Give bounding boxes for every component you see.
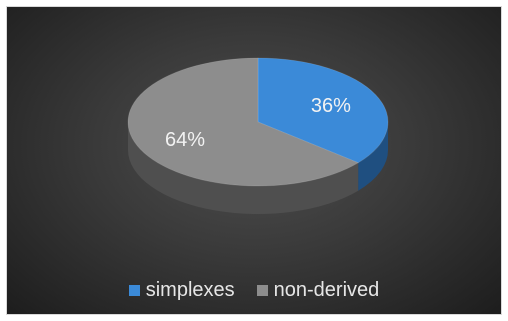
pie-slices bbox=[127, 57, 389, 187]
pie-sides bbox=[127, 122, 388, 214]
legend-label-non-derived: non-derived bbox=[273, 278, 380, 301]
pie-side-non-derived bbox=[127, 122, 359, 214]
legend-label-simplexes: simplexes bbox=[145, 278, 235, 301]
pie-slice-simplexes bbox=[257, 57, 389, 164]
pie-data-labels: 36% 64% bbox=[165, 95, 351, 151]
pie-side-simplexes bbox=[358, 122, 388, 191]
data-label-simplexes: 36% bbox=[311, 95, 351, 117]
legend-item-simplexes: simplexes bbox=[128, 278, 235, 302]
legend-swatch-non-derived bbox=[256, 284, 268, 296]
legend: simplexes non-derived bbox=[0, 276, 508, 304]
legend-item-non-derived: non-derived bbox=[256, 278, 380, 302]
pie-slice-non-derived bbox=[127, 57, 360, 187]
legend-swatch-simplexes bbox=[128, 284, 140, 296]
data-label-non-derived: 64% bbox=[165, 129, 205, 151]
